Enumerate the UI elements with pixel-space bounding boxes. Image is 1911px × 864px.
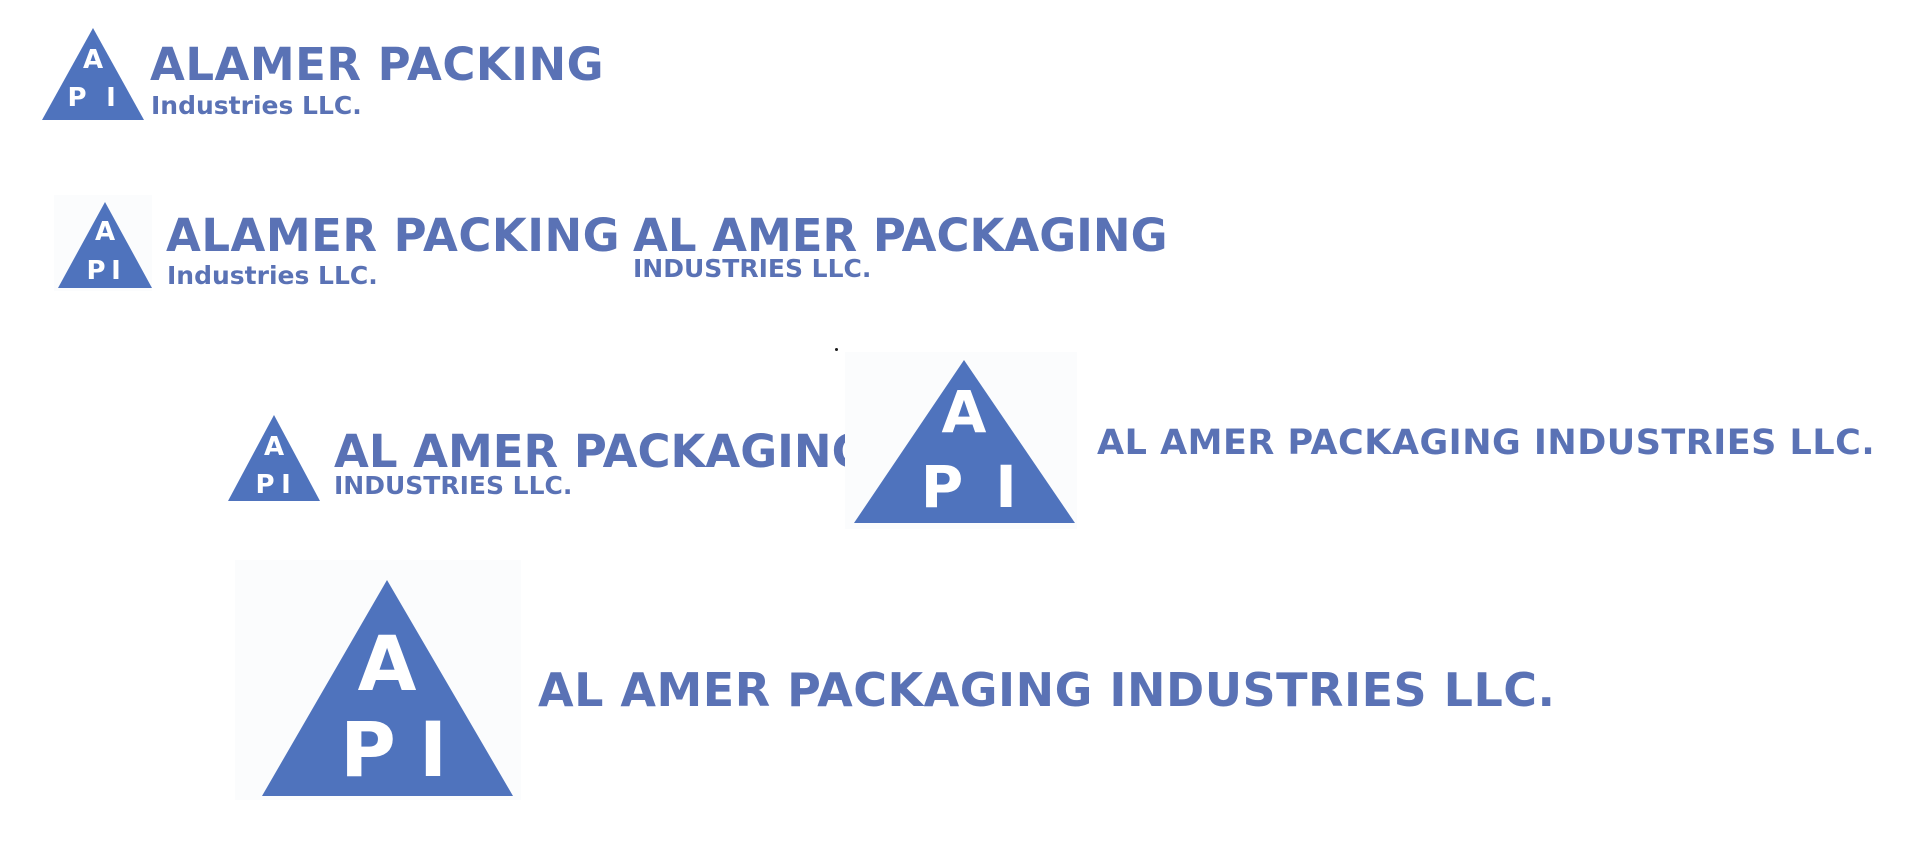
api-triangle-icon: A P I <box>262 580 513 796</box>
triangle-letter-a: A <box>95 217 115 247</box>
triangle-letter-a: A <box>942 378 987 446</box>
triangle-letter-i: I <box>419 705 447 794</box>
logo-subtitle: INDUSTRIES LLC. <box>334 471 573 500</box>
triangle-letter-a: A <box>83 45 103 75</box>
logo-name: ALAMER PACKING <box>150 38 605 91</box>
triangle-letter-p: P <box>255 470 274 500</box>
triangle-letter-p: P <box>340 705 396 794</box>
triangle-letter-i: I <box>281 470 291 500</box>
triangle-letter-a: A <box>264 432 284 462</box>
logo-subtitle: Industries LLC. <box>151 91 362 120</box>
triangle-letter-a: A <box>358 619 417 708</box>
triangle-letter-i: I <box>995 453 1017 521</box>
stray-dot <box>835 348 838 351</box>
triangle-letter-p: P <box>86 256 105 286</box>
api-triangle-icon: A P I <box>228 415 320 501</box>
logo-name: AL AMER PACKAGING <box>334 425 869 478</box>
logo-name: ALAMER PACKING <box>166 209 621 262</box>
api-triangle-icon: A P I <box>854 360 1075 523</box>
logo-subtitle: Industries LLC. <box>167 261 378 290</box>
triangle-letter-p: P <box>67 83 86 113</box>
api-triangle-icon: A P I <box>42 28 144 120</box>
api-triangle-icon: A P I <box>58 202 152 288</box>
triangle-letter-p: P <box>921 453 964 521</box>
triangle-letter-i: I <box>111 256 121 286</box>
logo-name: AL AMER PACKAGING <box>633 209 1168 262</box>
logo-name: AL AMER PACKAGING INDUSTRIES LLC. <box>1097 423 1876 463</box>
logo-name: AL AMER PACKAGING INDUSTRIES LLC. <box>538 663 1556 717</box>
logo-subtitle: INDUSTRIES LLC. <box>633 254 872 283</box>
triangle-letter-i: I <box>106 83 116 113</box>
